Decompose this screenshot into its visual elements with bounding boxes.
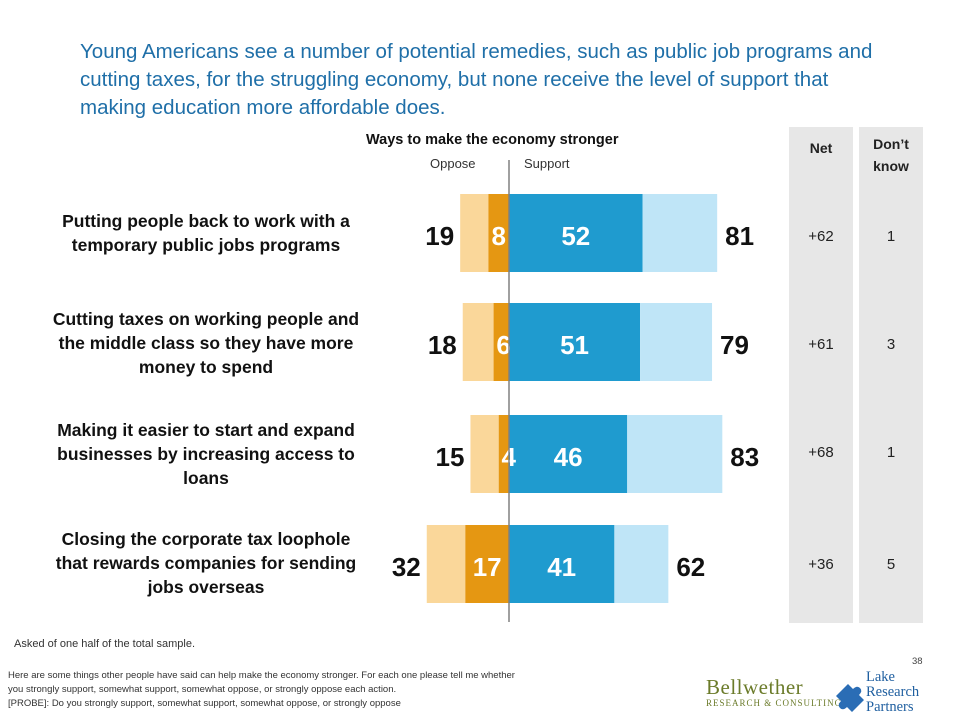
somewhat-support-bar [627,415,723,493]
net-value: +61 [808,336,834,353]
strong-support-label: 41 [547,552,576,582]
category-label-line: Closing the corporate tax loophole [61,529,351,549]
logo-line: Research [866,684,920,700]
footnote-line: Here are some things other people have s… [8,670,515,681]
strong-oppose-bar [493,303,509,381]
strong-oppose-label: 17 [473,552,502,582]
category-label-line: temporary public jobs programs [71,235,341,255]
somewhat-oppose-bar [460,194,489,272]
support-axis-label: Support [524,156,570,171]
dont-know-value: 5 [886,556,896,573]
strong-support-label: 51 [560,330,589,360]
bellwether-logo-subtext: RESEARCH & CONSULTING [706,698,843,708]
headline: Young Americans see a number of potentia… [80,40,873,119]
question-footnote: Here are some things other people have s… [8,669,688,711]
lake-research-partners-logo: Lake Research Partners [832,668,958,720]
somewhat-support-bar [642,194,718,272]
logo-line: Lake [866,669,895,685]
strong-support-bar [509,525,615,603]
logo-line: Partners [866,699,914,715]
category-label-line: loans [183,468,229,488]
bellwether-logo-text: Bellwether [706,675,804,699]
category-label-line: money to spend [138,357,274,377]
net-column [789,127,853,623]
strong-support-label: 52 [561,221,590,251]
strong-support-label: 46 [554,442,583,472]
category-label-line: Putting people back to work with a [62,211,350,231]
sample-note: Asked of one half of the total sample. [14,638,196,650]
somewhat-oppose-bar [470,415,499,493]
footnote-line: [PROBE]: Do you strongly support, somewh… [8,698,401,709]
net-header: Net [809,140,833,156]
total-support-label: 81 [725,221,754,251]
strong-oppose-bar [465,525,509,603]
dont-know-column [859,127,923,623]
strong-oppose-label: 6 [496,330,510,360]
somewhat-oppose-bar [426,525,466,603]
puzzle-piece-icon [836,684,864,712]
footnote-line: you strongly support, somewhat support, … [8,684,397,695]
net-value: +68 [808,444,834,461]
total-oppose-label: 15 [436,442,465,472]
total-support-label: 62 [676,552,705,582]
dont-know-value: 3 [886,336,896,353]
strong-oppose-bar [498,415,509,493]
dont-know-value: 1 [886,444,896,461]
net-value: +36 [808,556,834,573]
category-label-line: businesses by increasing access to [57,444,355,464]
lake-research-partners-text: Lake Research Partners [866,670,919,715]
chart-title: Ways to make the economy stronger [366,132,619,148]
somewhat-support-bar [614,525,669,603]
strong-oppose-bar [488,194,509,272]
total-support-label: 83 [730,442,759,472]
bellwether-logo: Bellwether RESEARCH & CONSULTING [706,676,842,708]
oppose-axis-label: Oppose [430,156,476,171]
category-label-line: Making it easier to start and expand [57,420,355,440]
net-value: +62 [808,228,834,245]
category-label-line: that rewards companies for sending [55,553,357,573]
dont-know-header-line1: Don’t [873,136,909,152]
total-oppose-label: 18 [428,330,457,360]
page-number: 38 [912,656,923,667]
total-support-label: 79 [720,330,749,360]
dont-know-value: 1 [886,228,896,245]
strong-support-bar [509,415,628,493]
category-label: Cutting taxes on working people and the … [20,307,392,379]
category-label-line: the middle class so they have more [58,333,354,353]
category-label-line: Cutting taxes on working people and [52,309,360,329]
strong-support-bar [509,194,643,272]
total-oppose-label: 19 [425,221,454,251]
dont-know-header-line2: know [873,158,909,174]
somewhat-support-bar [640,303,713,381]
strong-oppose-label: 8 [491,221,505,251]
category-label: Putting people back to work with a tempo… [20,209,392,257]
total-oppose-label: 32 [392,552,421,582]
category-label: Closing the corporate tax loophole that … [20,527,392,599]
strong-support-bar [509,303,641,381]
category-label-line: jobs overseas [147,577,265,597]
category-label: Making it easier to start and expand bus… [20,418,392,490]
somewhat-oppose-bar [462,303,494,381]
